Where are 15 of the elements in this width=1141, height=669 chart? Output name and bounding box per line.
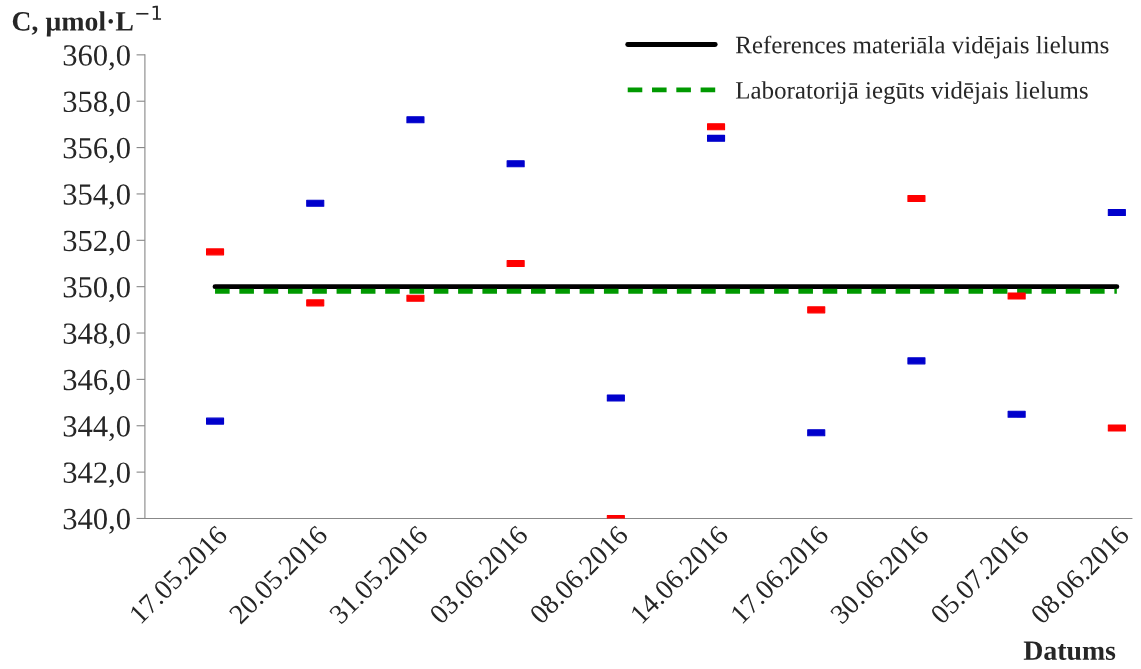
y-tick-label: 360,0 bbox=[63, 45, 130, 71]
legend-label: Laboratorijā iegūts vidējais lielums bbox=[735, 81, 1088, 104]
x-axis-title: Datums bbox=[1023, 641, 1116, 661]
y-tick-label: 344,0 bbox=[63, 416, 130, 442]
y-axis-title: C, µmol·L$^{−1}$ bbox=[12, 5, 162, 37]
y-tick-label: 340,0 bbox=[63, 508, 130, 534]
legend-label: References materiāla vidējais lielums bbox=[735, 35, 1109, 59]
y-tick-label: 354,0 bbox=[63, 184, 130, 210]
y-tick-label: 342,0 bbox=[63, 462, 130, 488]
y-tick-label: 358,0 bbox=[63, 91, 130, 117]
y-tick-label: 348,0 bbox=[63, 323, 130, 349]
y-tick-label: 356,0 bbox=[63, 137, 130, 163]
y-tick-label: 346,0 bbox=[63, 369, 130, 395]
y-tick-label: 350,0 bbox=[63, 276, 130, 302]
y-tick-label: 352,0 bbox=[63, 230, 130, 256]
